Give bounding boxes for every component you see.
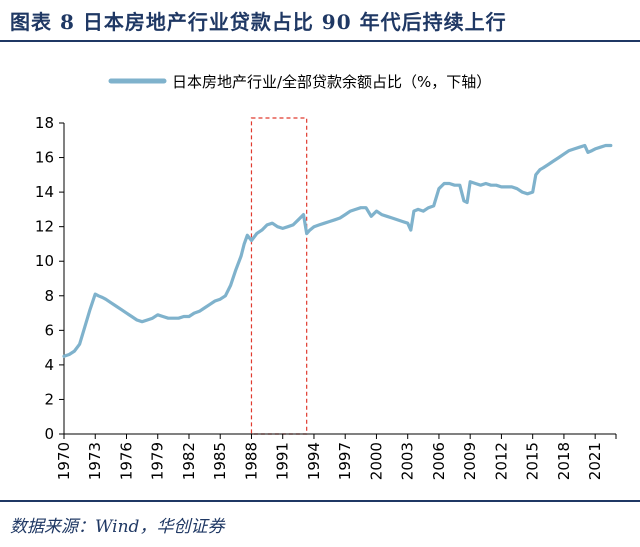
x-tick-label: 2009	[461, 442, 479, 480]
legend-label: 日本房地产行业/全部贷款余额占比（%，下轴）	[172, 73, 491, 91]
x-tick-label: 1997	[336, 442, 354, 480]
x-tick-label: 1979	[149, 442, 167, 480]
x-tick-label: 1988	[242, 442, 260, 480]
series-line	[62, 143, 613, 358]
x-tick-label: 2003	[399, 442, 417, 480]
source-note: 数据来源：Wind，华创证券	[10, 517, 225, 537]
line-chart: 日本房地产行业/全部贷款余额占比（%，下轴） 0 2 4 6 8 10 12 14 16 18 1…	[35, 73, 617, 480]
title-rule	[0, 40, 640, 42]
footer-rule	[0, 500, 640, 502]
x-tick-label: 1976	[117, 442, 135, 480]
legend: 日本房地产行业/全部贷款余额占比（%，下轴）	[108, 73, 491, 91]
y-tick-label: 6	[44, 321, 54, 339]
y-tick-label: 0	[44, 425, 54, 443]
y-axis: 0 2 4 6 8 10 12 14 16 18	[35, 114, 65, 443]
y-tick-label: 14	[35, 183, 54, 201]
y-tick-label: 2	[44, 390, 54, 408]
x-tick-label: 1985	[211, 442, 229, 480]
y-tick-label: 18	[35, 114, 54, 132]
y-tick-label: 10	[35, 252, 54, 270]
x-tick-label: 1973	[86, 442, 104, 480]
y-tick-label: 16	[35, 149, 54, 167]
x-tick-label: 1982	[180, 442, 198, 480]
y-tick-label: 8	[44, 287, 54, 305]
x-axis: 1970 1973 1976 1979 1982 1985 1988 1991 1994 1997…	[55, 433, 617, 480]
figure-title: 图表 8 日本房地产行业贷款占比 90 年代后持续上行	[10, 10, 507, 34]
x-tick-label: 2012	[492, 442, 510, 480]
x-tick-label: 1991	[274, 442, 292, 480]
x-tick-label: 2006	[430, 442, 448, 480]
x-tick-label: 2015	[524, 442, 542, 480]
x-tick-label: 1994	[305, 442, 323, 480]
highlight-box	[250, 117, 308, 435]
x-tick-label: 2021	[586, 442, 604, 480]
x-tick-label: 1970	[55, 442, 73, 480]
x-tick-label: 2000	[367, 442, 385, 480]
y-tick-label: 4	[44, 356, 54, 374]
x-tick-label: 2018	[555, 442, 573, 480]
y-tick-label: 12	[35, 218, 54, 236]
